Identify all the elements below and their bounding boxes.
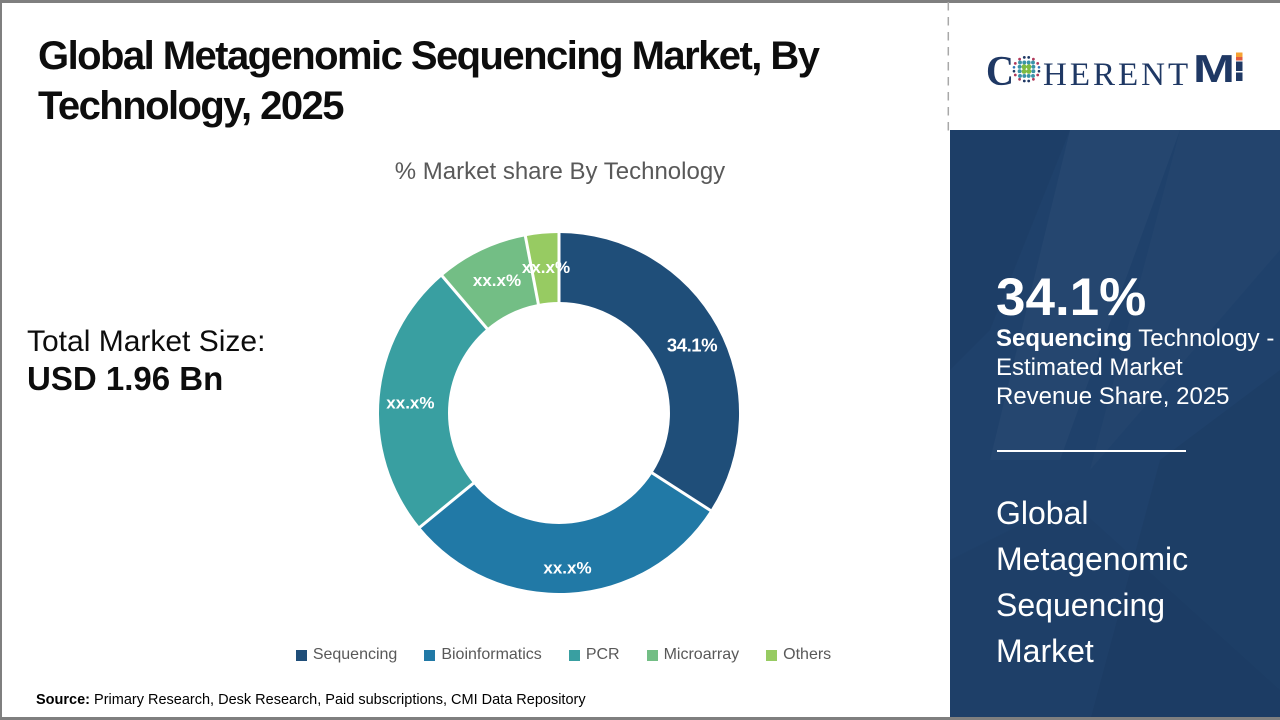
svg-text:xx.x%: xx.x% bbox=[386, 393, 434, 412]
svg-text:xx.x%: xx.x% bbox=[473, 271, 521, 290]
svg-text:xx.x%: xx.x% bbox=[543, 559, 591, 578]
svg-text:34.1%: 34.1% bbox=[667, 335, 717, 356]
svg-text:xx.x%: xx.x% bbox=[522, 258, 570, 277]
svg-text:HERENT: HERENT bbox=[1043, 57, 1191, 93]
svg-text:C: C bbox=[986, 49, 1014, 95]
svg-text:M: M bbox=[1193, 48, 1235, 91]
